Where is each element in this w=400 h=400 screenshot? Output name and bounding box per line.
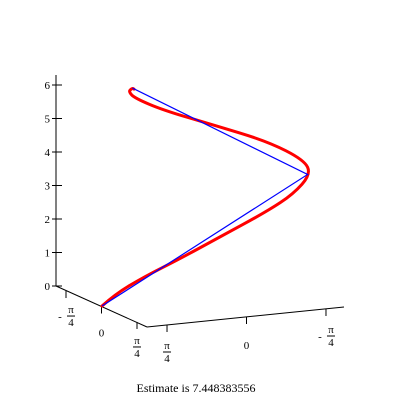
vertical-tick-label: 5	[45, 114, 51, 126]
red-curve-series	[100, 86, 310, 308]
right-axis-tick-label: 0	[244, 340, 250, 352]
right-axis-tick-label-denominator: 4	[328, 337, 334, 349]
vertical-axis-ticks: 0 1 2 3 4 5 6	[45, 80, 62, 293]
right-axis-tick-label-sign: -	[318, 331, 322, 343]
vertical-tick-label: 4	[45, 147, 51, 159]
series-group	[100, 86, 310, 308]
right-axis-tick-label: -π4	[318, 324, 335, 349]
right-axis-tick-label-text: 0	[244, 340, 250, 352]
vertical-tick-label: 1	[45, 248, 51, 260]
vertical-tick-label: 3	[45, 181, 51, 193]
right-axis-tick-label-numerator: π	[328, 324, 334, 336]
blue-polyline-series	[101, 87, 309, 307]
left-axis-tick-label-denominator: 4	[68, 317, 74, 329]
right-axis-ticks: π40-π4	[163, 308, 335, 365]
left-axis-tick-label: -π4	[58, 304, 75, 329]
axes-group	[55, 75, 345, 328]
left-axis-tick-label: 0	[99, 328, 105, 340]
estimate-caption: Estimate is 7.448383556	[137, 381, 256, 395]
left-axis-tick-label-numerator: π	[134, 335, 140, 347]
left-axis-tick-label-denominator: 4	[134, 348, 140, 360]
left-axis-tick-label: π4	[133, 335, 142, 360]
left-axis-tick-label-text: 0	[99, 328, 105, 340]
right-axis-tick-label-denominator: 4	[164, 353, 170, 365]
vertical-tick-label: 2	[45, 214, 51, 226]
vertical-tick-label: 6	[45, 80, 51, 92]
left-axis-tick-label-sign: -	[58, 311, 62, 323]
right-axis-tick-label: π4	[163, 340, 172, 365]
right-axis-tick-label-numerator: π	[164, 340, 170, 352]
vertical-tick-label: 0	[45, 281, 51, 293]
left-axis-tick-label-numerator: π	[68, 304, 74, 316]
right-axis-line	[146, 306, 345, 328]
